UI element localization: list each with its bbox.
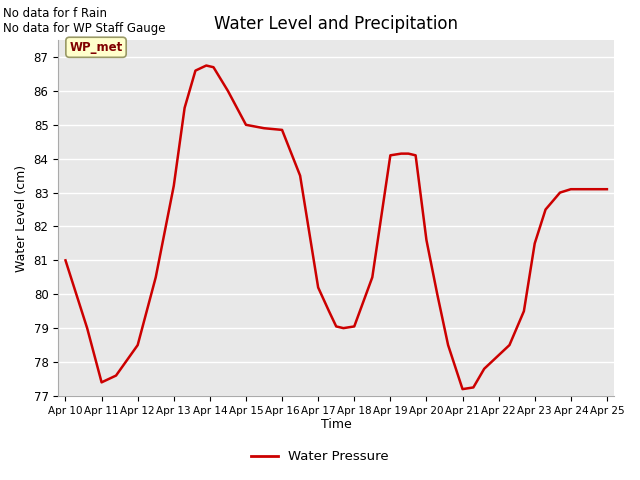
Text: No data for WP Staff Gauge: No data for WP Staff Gauge: [3, 22, 166, 35]
X-axis label: Time: Time: [321, 419, 351, 432]
Y-axis label: Water Level (cm): Water Level (cm): [15, 165, 28, 272]
Title: Water Level and Precipitation: Water Level and Precipitation: [214, 15, 458, 33]
Text: WP_met: WP_met: [69, 41, 123, 54]
Legend: Water Pressure: Water Pressure: [246, 445, 394, 468]
Text: No data for f Rain: No data for f Rain: [3, 7, 108, 20]
